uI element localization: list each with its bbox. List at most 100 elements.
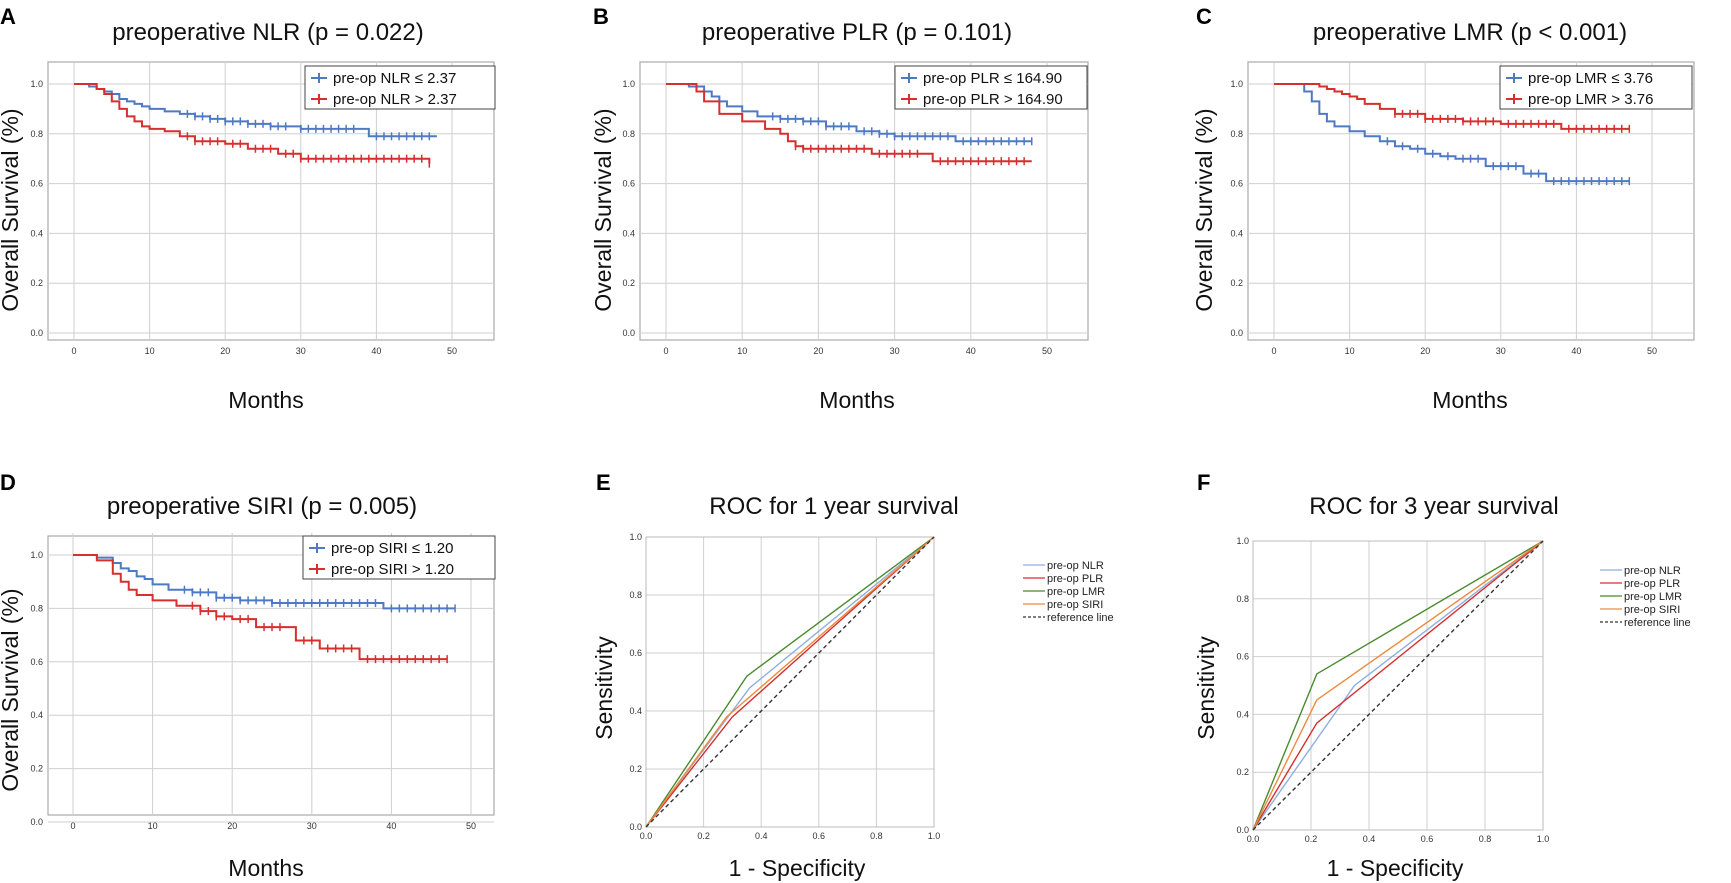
x-tick-label: 1.0: [1537, 834, 1550, 844]
x-tick-label: 1.0: [928, 831, 941, 841]
y-tick-label: 1.0: [30, 79, 43, 89]
x-tick-label: 40: [371, 346, 381, 356]
y-tick-label: 0.0: [1230, 328, 1243, 338]
x-tick-label: 0: [70, 821, 75, 831]
y-axis-label: Sensitivity: [1193, 636, 1219, 740]
series-line: [645, 536, 935, 828]
legend-box: [1499, 65, 1693, 110]
y-tick-label: 0.4: [1230, 228, 1243, 238]
y-tick-label: 0.2: [1230, 278, 1243, 288]
legend-box: [894, 65, 1088, 110]
legend-box: [304, 65, 496, 110]
legend-label: pre-op NLR: [1047, 560, 1104, 572]
x-tick-label: 20: [220, 346, 230, 356]
y-tick-label: 0.4: [629, 706, 642, 716]
chart-title: preoperative NLR (p = 0.022): [112, 19, 424, 46]
legend-label: pre-op NLR ≤ 2.37: [333, 70, 456, 87]
x-tick-label: 10: [148, 821, 158, 831]
plot-frame: [1247, 61, 1695, 341]
x-tick-label: 30: [296, 346, 306, 356]
legend-label: pre-op NLR > 2.37: [333, 91, 457, 108]
chart-title: preoperative LMR (p < 0.001): [1313, 19, 1627, 46]
x-tick-label: 10: [145, 346, 155, 356]
series-line: [1274, 83, 1630, 130]
x-tick-label: 0.8: [1479, 834, 1492, 844]
x-tick-label: 40: [1571, 346, 1581, 356]
series-line: [1252, 540, 1544, 831]
panel-label: E: [596, 470, 611, 495]
y-tick-label: 0.2: [629, 764, 642, 774]
legend-label: pre-op LMR: [1624, 591, 1682, 603]
y-tick-label: 0.6: [622, 179, 635, 189]
legend-label: pre-op SIRI ≤ 1.20: [331, 540, 453, 557]
x-tick-label: 50: [447, 346, 457, 356]
x-tick-label: 10: [1345, 346, 1355, 356]
y-tick-label: 0.0: [1236, 825, 1249, 835]
legend-label: pre-op LMR > 3.76: [1528, 91, 1654, 108]
x-tick-label: 0.4: [1363, 834, 1376, 844]
x-tick-label: 0.2: [1305, 834, 1318, 844]
y-axis-label: Sensitivity: [591, 636, 617, 740]
x-tick-label: 30: [1496, 346, 1506, 356]
y-tick-label: 0.4: [30, 710, 43, 720]
x-axis-label: Months: [228, 855, 303, 881]
x-axis-label: Months: [819, 387, 894, 413]
legend-label: pre-op SIRI: [1047, 599, 1103, 611]
y-tick-label: 0.6: [30, 657, 43, 667]
x-tick-label: 0: [1271, 346, 1276, 356]
chart-title: ROC for 1 year survival: [709, 493, 958, 520]
x-tick-label: 0: [663, 346, 668, 356]
y-axis-label: Overall Survival (%): [0, 588, 23, 791]
x-tick-label: 20: [1420, 346, 1430, 356]
y-tick-label: 1.0: [1236, 536, 1249, 546]
y-tick-label: 0.0: [622, 328, 635, 338]
x-tick-label: 10: [737, 346, 747, 356]
x-tick-label: 30: [307, 821, 317, 831]
plot-frame: [639, 61, 1089, 341]
y-tick-label: 0.2: [1236, 767, 1249, 777]
y-tick-label: 0.8: [622, 129, 635, 139]
y-tick-label: 1.0: [629, 532, 642, 542]
y-tick-label: 1.0: [622, 79, 635, 89]
x-axis-label: Months: [1432, 387, 1507, 413]
y-tick-label: 0.4: [1236, 709, 1249, 719]
legend-label: pre-op SIRI: [1624, 604, 1680, 616]
x-tick-label: 0.4: [755, 831, 768, 841]
y-tick-label: 0.8: [629, 590, 642, 600]
y-tick-label: 0.0: [629, 822, 642, 832]
legend-label: reference line: [1624, 617, 1691, 629]
series-line: [1252, 540, 1544, 831]
y-tick-label: 0.4: [622, 228, 635, 238]
series-line: [74, 83, 431, 164]
panel-label: B: [593, 4, 609, 29]
x-tick-label: 50: [1647, 346, 1657, 356]
legend-label: pre-op SIRI > 1.20: [331, 561, 454, 578]
y-axis-label: Overall Survival (%): [1191, 108, 1217, 311]
y-tick-label: 0.2: [30, 764, 43, 774]
y-tick-label: 0.6: [1236, 652, 1249, 662]
series-line: [1252, 540, 1544, 831]
x-axis-label: 1 - Specificity: [1327, 855, 1464, 881]
series-line: [666, 83, 1032, 143]
x-tick-label: 0.6: [813, 831, 826, 841]
legend-label: pre-op LMR: [1047, 586, 1105, 598]
legend-label: pre-op NLR: [1624, 565, 1681, 577]
panel-label: F: [1197, 470, 1210, 495]
x-axis-label: Months: [228, 387, 303, 413]
x-tick-label: 40: [386, 821, 396, 831]
y-tick-label: 0.4: [30, 228, 43, 238]
x-tick-label: 0.0: [640, 831, 653, 841]
legend-label: pre-op LMR ≤ 3.76: [1528, 70, 1653, 87]
series-line: [666, 83, 1032, 163]
series-line: [73, 554, 448, 661]
panel-label: C: [1196, 4, 1212, 29]
plot-frame: [47, 535, 495, 816]
x-axis-label: 1 - Specificity: [729, 855, 866, 881]
y-tick-label: 0.8: [1230, 129, 1243, 139]
panel-e: E ROC for 1 year survival 0.0 0.2 0.4 0.6 0.8 1…: [591, 470, 1114, 881]
plot-frame: [645, 536, 935, 828]
